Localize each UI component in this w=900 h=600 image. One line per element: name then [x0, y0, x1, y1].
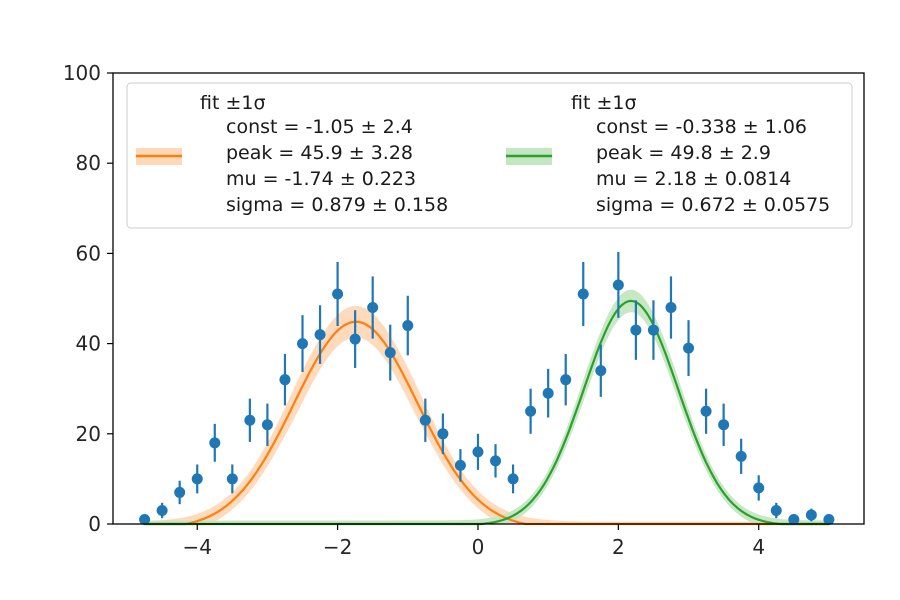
plot-frame: [112, 72, 865, 525]
data-point: [454, 459, 466, 471]
data-point: [437, 428, 449, 440]
legend-fit1-param: const = -1.05 ± 2.4: [226, 116, 413, 138]
data-point: [174, 486, 186, 498]
y-tick-label: 60: [76, 241, 101, 265]
legend: fit ±1σ const = -1.05 ± 2.4 peak = 45.9 …: [126, 82, 853, 229]
data-point: [367, 302, 379, 314]
y-tick-label: 20: [76, 422, 101, 446]
y-tick-label: 0: [88, 512, 101, 536]
y-tick-label: 100: [63, 61, 101, 85]
x-axis: −4 −2 0 2 4: [182, 524, 765, 559]
data-point: [261, 419, 273, 431]
data-point: [384, 347, 396, 359]
data-point: [770, 504, 782, 516]
x-tick-label: −4: [182, 535, 211, 559]
data-point: [279, 374, 291, 386]
data-point: [332, 288, 344, 300]
data-point: [209, 437, 221, 449]
data-point: [700, 405, 712, 417]
x-tick-label: 4: [752, 535, 765, 559]
x-tick-label: 0: [472, 535, 485, 559]
legend-fit2-param: peak = 49.8 ± 2.9: [596, 142, 771, 164]
data-point: [402, 320, 414, 332]
data-point: [735, 450, 747, 462]
data-point: [560, 374, 572, 386]
x-tick-label: 2: [612, 535, 625, 559]
data-point: [507, 473, 519, 485]
data-point: [630, 324, 642, 336]
data-point: [191, 473, 203, 485]
data-point: [139, 513, 151, 525]
y-tick-label: 80: [76, 151, 101, 175]
data-point: [788, 513, 800, 525]
legend-fit2-title: fit ±1σ: [571, 92, 637, 114]
data-point: [419, 414, 431, 426]
data-point: [472, 446, 484, 458]
data-point: [718, 419, 730, 431]
data-point: [244, 414, 256, 426]
data-point: [542, 387, 554, 399]
fit-bands: [144, 289, 829, 524]
data-point: [297, 338, 309, 350]
legend-fit1-param: peak = 45.9 ± 3.28: [226, 142, 413, 164]
legend-fit1-title: fit ±1σ: [200, 92, 266, 114]
legend-fit1-param: mu = -1.74 ± 0.223: [226, 168, 416, 190]
legend-fit2-param: mu = 2.18 ± 0.0814: [596, 168, 791, 190]
data-point: [612, 279, 624, 291]
data-point: [753, 482, 765, 494]
data-point: [314, 329, 326, 341]
data-point: [595, 365, 607, 377]
legend-fit2-param: sigma = 0.672 ± 0.0575: [596, 194, 830, 216]
legend-fit1-param: sigma = 0.879 ± 0.158: [226, 194, 448, 216]
data-point: [490, 455, 502, 467]
data-point: [577, 288, 589, 300]
legend-box: [126, 82, 853, 229]
x-tick-label: −2: [323, 535, 352, 559]
data-point: [226, 473, 238, 485]
data-point: [349, 333, 361, 345]
y-axis: 0 20 40 60 80 100: [63, 61, 113, 536]
y-tick-label: 40: [76, 332, 101, 356]
data-point: [665, 302, 677, 314]
data-point: [823, 513, 835, 525]
data-point: [525, 405, 537, 417]
data-point: [647, 324, 659, 336]
data-point: [683, 342, 695, 354]
data-points: [139, 252, 835, 525]
data-point: [156, 504, 168, 516]
data-point: [805, 509, 817, 521]
legend-fit2-param: const = -0.338 ± 1.06: [596, 116, 807, 138]
